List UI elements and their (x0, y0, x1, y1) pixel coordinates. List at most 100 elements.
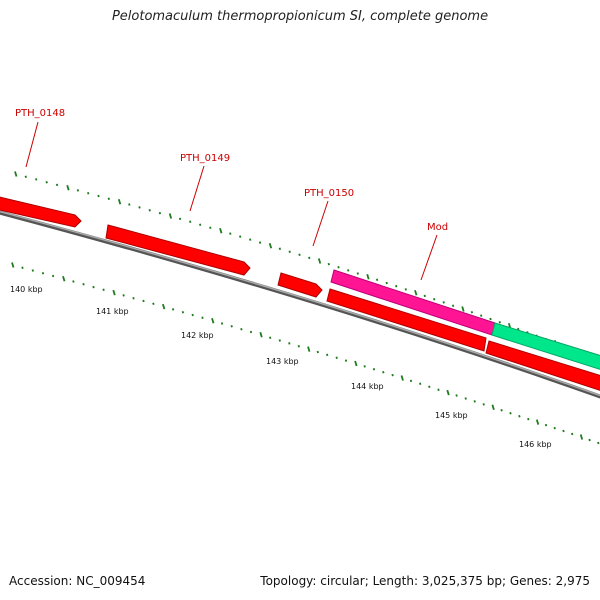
outer-scale-tick (288, 250, 291, 254)
outer-scale-tick (219, 227, 223, 234)
outer-scale-tick (14, 171, 18, 177)
inner-scale-tick (259, 332, 263, 338)
inner-scale-tick (82, 283, 85, 286)
inner-scale-tick (509, 411, 512, 415)
gene-pth-0148[interactable] (0, 196, 82, 228)
inner-scale-tick (31, 269, 34, 272)
inner-scale-tick (428, 385, 431, 389)
outer-scale-tick (55, 183, 59, 187)
outer-scale-tick (148, 208, 151, 212)
inner-scale-tick (41, 271, 45, 275)
length-label: Length: (372, 574, 419, 588)
topology-value: circular; (320, 574, 369, 588)
inner-scale-tick (51, 274, 55, 278)
inner-scale-tick (102, 288, 105, 292)
inner-scale-tick (11, 262, 15, 268)
outer-scale-tick (498, 321, 501, 324)
inner-scale-tick (230, 325, 233, 328)
gene-pth-0149[interactable] (105, 224, 251, 276)
outer-scale-tick (385, 281, 388, 285)
inner-scale-tick (316, 350, 319, 354)
outer-scale-tick (366, 273, 370, 280)
inner-scale-tick (220, 322, 224, 325)
inner-scale-tick (382, 370, 385, 374)
inner-scale-tick (278, 339, 281, 342)
outer-scale-tick (158, 211, 162, 215)
outer-scale-tick (395, 284, 398, 288)
inner-scale-tick (473, 400, 476, 403)
inner-scale-tick (527, 417, 530, 421)
scale-label: 141 kbp (96, 307, 129, 316)
outer-scale-tick (229, 232, 232, 235)
outer-scale-tick (423, 294, 426, 298)
scale-label: 143 kbp (266, 357, 299, 366)
topology-label: Topology: (260, 574, 317, 588)
gene-label-pth-0149: PTH_0149 (180, 153, 230, 164)
outer-scale-tick (97, 194, 100, 198)
genome-backbone (0, 210, 600, 399)
outer-scale-tick (107, 197, 110, 201)
label-leader-mod (420, 234, 438, 281)
gene-reverse-1[interactable] (326, 288, 487, 352)
inner-scale-tick (400, 375, 404, 381)
inner-scale-tick (288, 342, 291, 345)
outer-scale-tick (209, 226, 212, 229)
outer-scale-tick (128, 203, 131, 206)
outer-scale-tick (317, 258, 322, 264)
inner-scale-tick (571, 432, 574, 436)
inner-scale-tick (269, 336, 272, 339)
inner-scale-tick (446, 389, 450, 396)
inner-scale-tick (171, 308, 175, 311)
inner-scale-tick (201, 316, 204, 320)
accession-info: Accession: NC_009454 (9, 574, 145, 588)
outer-scale-tick (517, 327, 520, 331)
inner-scale-tick (72, 280, 75, 283)
outer-scale-tick (258, 241, 262, 244)
gene-reverse-2[interactable] (485, 340, 600, 392)
genome-stats: Topology: circular; Length: 3,025,375 bp… (260, 574, 590, 588)
outer-scale-tick (178, 217, 182, 221)
scale-label: 146 kbp (519, 440, 552, 449)
inner-scale-tick (363, 365, 366, 368)
outer-scale-tick (168, 213, 173, 219)
inner-scale-tick (335, 356, 338, 360)
inner-scale-tick (122, 294, 125, 297)
inner-scale-tick (21, 266, 24, 269)
inner-scale-tick (597, 441, 600, 445)
outer-scale-tick (298, 253, 301, 257)
inner-scale-tick (588, 438, 591, 442)
gene-pth-0150[interactable] (277, 272, 323, 298)
gene-green[interactable] (491, 322, 600, 371)
length-value: 3,025,375 bp; (421, 574, 507, 588)
outer-scale-tick (45, 180, 48, 184)
inner-scale-tick (307, 346, 311, 352)
genes-label: Genes: (509, 574, 552, 588)
scale-label: 140 kbp (10, 285, 43, 294)
inner-scale-tick (326, 353, 329, 357)
inner-scale-tick (372, 368, 376, 371)
inner-scale-tick (249, 330, 253, 334)
label-leader-pth-0148 (25, 121, 39, 168)
inner-scale-tick (354, 360, 358, 367)
outer-scale-tick (480, 314, 483, 317)
outer-scale-tick (199, 223, 202, 227)
outer-scale-tick (76, 189, 80, 192)
inner-scale-tick (391, 373, 394, 377)
scale-label: 142 kbp (181, 331, 214, 340)
inner-scale-tick (455, 394, 458, 397)
inner-scale-tick (491, 404, 495, 411)
outer-scale-tick (489, 317, 492, 321)
map-title: Pelotomaculum thermopropionicum SI, comp… (111, 9, 489, 24)
gene-label-pth-0150: PTH_0150 (304, 188, 354, 199)
inner-scale-tick (535, 419, 540, 425)
gene-label-pth-0148: PTH_0148 (15, 108, 65, 119)
outer-scale-tick (308, 256, 311, 260)
label-leader-pth-0149 (189, 165, 205, 212)
accession-value: NC_009454 (76, 574, 146, 588)
inner-scale-tick (181, 310, 185, 314)
outer-scale-tick (470, 311, 474, 314)
outer-scale-tick (87, 191, 90, 195)
outer-scale-tick (189, 220, 192, 224)
inner-scale-tick (62, 276, 66, 282)
inner-scale-tick (518, 414, 521, 418)
